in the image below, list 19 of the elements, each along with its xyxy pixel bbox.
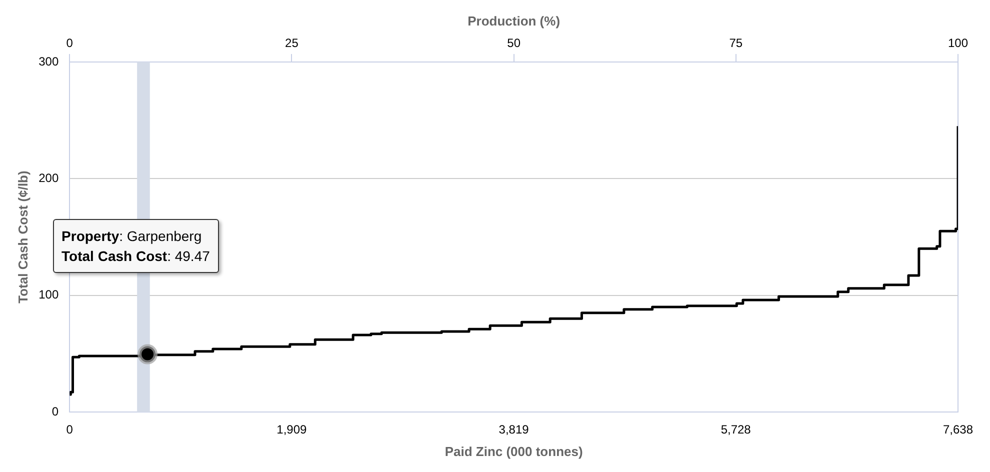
y-axis-title: Total Cash Cost (¢/lb) xyxy=(15,170,30,304)
x2-tick-label: 100 xyxy=(948,36,968,50)
x-tick-label: 1,909 xyxy=(276,422,307,437)
annotation: Property: Garpenberg xyxy=(62,227,203,246)
x-tick-label: 0 xyxy=(66,422,74,437)
x-tick-label: 3,819 xyxy=(498,422,530,437)
y-tick-label: 100 xyxy=(38,288,59,302)
annotation: Total Cash Cost: 49.47 xyxy=(62,247,210,266)
x-tick-label: 7,638 xyxy=(942,422,974,437)
x2-tick-label: 50 xyxy=(507,36,521,50)
y-tick-label: 300 xyxy=(38,54,59,68)
x2-tick-label: 25 xyxy=(285,36,299,50)
x2-tick-label: 75 xyxy=(729,36,743,50)
y-tick-label: 200 xyxy=(38,170,59,185)
x-tick-label: 5,728 xyxy=(720,422,752,437)
x-axis-title: Paid Zinc (000 tonnes) xyxy=(444,444,583,459)
x2-axis-title: Production (%) xyxy=(468,13,560,28)
y-tick-label: 0 xyxy=(52,404,59,418)
x2-tick-label: 0 xyxy=(66,36,74,50)
